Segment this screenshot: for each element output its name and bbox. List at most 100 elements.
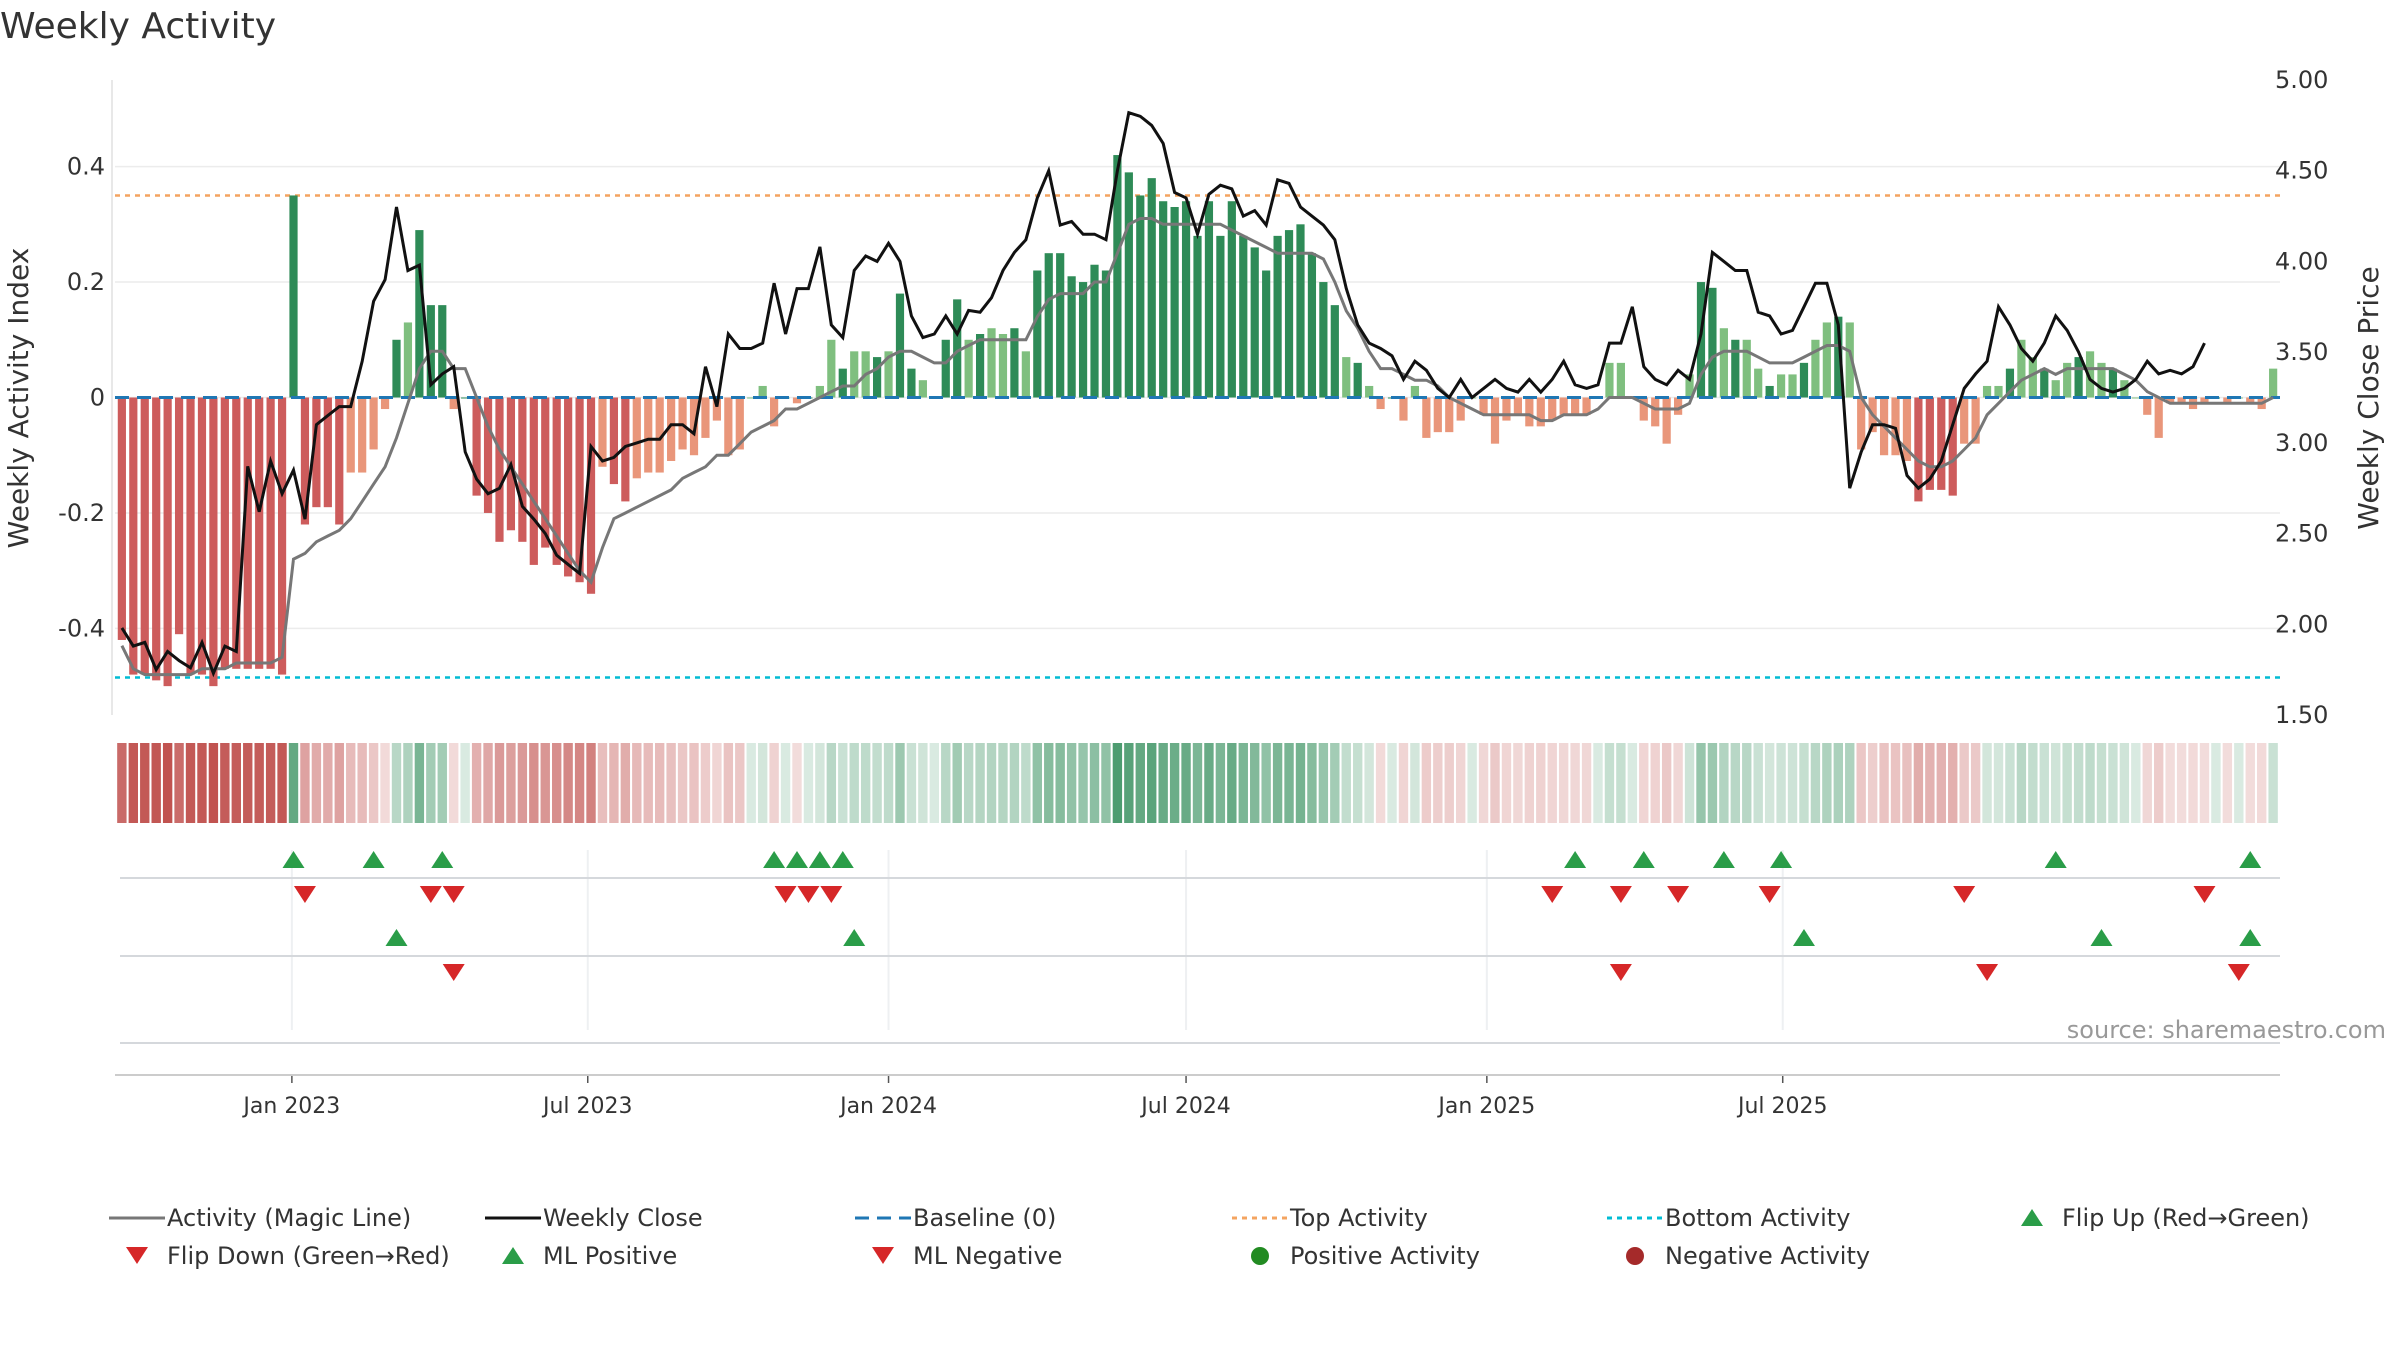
activity-bar	[1490, 397, 1500, 444]
heat-cell	[517, 743, 528, 823]
legend-label: Activity (Magic Line)	[167, 1204, 411, 1232]
activity-bar	[174, 397, 184, 635]
flip-down-marker	[442, 886, 465, 903]
activity-bar	[975, 334, 985, 398]
activity-bar	[1525, 397, 1534, 427]
heat-cell	[380, 743, 390, 823]
activity-bar	[1262, 270, 1271, 398]
heat-cell	[2268, 743, 2278, 823]
activity-bar	[1353, 362, 1362, 398]
activity-bar	[1971, 397, 1980, 444]
heat-cell	[311, 743, 322, 823]
heat-cell	[872, 743, 882, 823]
activity-bar	[1216, 235, 1225, 398]
heat-cell	[1307, 743, 1317, 823]
heat-cell	[1833, 743, 1843, 823]
y-right-tick-label: 3.50	[2275, 338, 2328, 366]
flip-down-marker	[1541, 886, 1564, 903]
heat-cell	[1650, 743, 1660, 823]
legend-label: ML Negative	[913, 1242, 1062, 1270]
y-right-axis-title: Weekly Close Price	[2352, 266, 2385, 529]
heat-cell	[1318, 743, 1329, 823]
activity-bar	[609, 397, 619, 485]
heat-cell	[1124, 743, 1134, 823]
activity-bar	[1399, 397, 1408, 421]
activity-bar	[1410, 385, 1420, 398]
activity-bar	[2017, 339, 2026, 398]
flip-down-marker	[820, 886, 843, 903]
heat-cell	[2257, 743, 2267, 823]
y-right-tick-label: 3.00	[2275, 429, 2328, 457]
heat-cell	[243, 743, 253, 823]
activity-bar	[598, 397, 607, 467]
heat-cell	[746, 743, 756, 823]
legend-swatch-up	[2021, 1209, 2043, 1226]
heat-cell	[2051, 743, 2061, 823]
x-tick-label: Jul 2023	[541, 1094, 633, 1119]
activity-bar	[1227, 201, 1236, 398]
heat-cell	[1616, 743, 1626, 823]
activity-bar	[380, 397, 390, 410]
activity-bar	[312, 397, 321, 508]
heat-cell	[1959, 743, 1969, 823]
activity-bar	[1708, 287, 1717, 398]
activity-bar	[1925, 397, 1934, 490]
activity-bar	[838, 368, 847, 398]
heat-cell	[792, 743, 802, 823]
activity-bar	[1124, 172, 1133, 398]
activity-bar	[1296, 224, 1305, 398]
heat-cell	[700, 743, 711, 823]
activity-bar	[323, 397, 332, 508]
activity-bar	[472, 397, 481, 496]
activity-bar	[1502, 397, 1511, 421]
heat-cell	[1867, 743, 1878, 823]
activity-bar	[1273, 235, 1282, 398]
activity-bar	[564, 397, 573, 577]
source-label: source: sharemaestro.com	[2066, 1016, 2386, 1044]
flip-down-marker	[442, 964, 465, 981]
y-right-tick-label: 4.50	[2275, 157, 2328, 185]
heat-cell	[1341, 743, 1351, 823]
flip-up-marker	[431, 851, 454, 868]
heat-cell	[2085, 743, 2095, 823]
activity-bar	[1136, 195, 1145, 398]
activity-bar	[1639, 397, 1648, 421]
activity-bar	[266, 397, 275, 669]
activity-bar	[289, 195, 298, 398]
heat-cell	[1295, 743, 1306, 823]
heat-cell	[2005, 743, 2015, 823]
heat-cell	[117, 743, 127, 823]
activity-bar	[1010, 328, 1019, 398]
activity-bar	[1994, 385, 2003, 398]
activity-bar	[1445, 397, 1454, 433]
activity-bar	[907, 368, 916, 398]
activity-bar	[1101, 270, 1111, 398]
heat-cell	[1066, 743, 1077, 823]
heat-cell	[1490, 743, 1500, 823]
heat-cell	[1925, 743, 1935, 823]
heat-cell	[975, 743, 985, 823]
heat-cell	[1730, 743, 1741, 823]
flip-up-marker	[2044, 851, 2067, 868]
flip-up-marker	[1712, 851, 1735, 868]
activity-bar	[586, 397, 596, 594]
heat-cell	[2222, 743, 2233, 823]
flip-up-marker	[785, 851, 808, 868]
heat-cell	[1970, 743, 1981, 823]
flip-down-marker	[1609, 886, 1632, 903]
heat-cell	[574, 743, 585, 823]
heat-cell	[1707, 743, 1718, 823]
flip-down-marker	[1609, 964, 1632, 981]
x-tick-label: Jul 2025	[1736, 1094, 1828, 1119]
activity-bar	[552, 397, 561, 565]
heat-cell	[986, 743, 997, 823]
heat-cell	[1089, 743, 1100, 823]
heat-cell	[654, 743, 665, 823]
heat-cell	[231, 743, 241, 823]
activity-bar	[1891, 397, 1900, 456]
activity-bar	[987, 328, 996, 398]
heat-cell	[1822, 743, 1832, 823]
activity-bar	[461, 397, 470, 399]
activity-bar	[735, 397, 744, 450]
